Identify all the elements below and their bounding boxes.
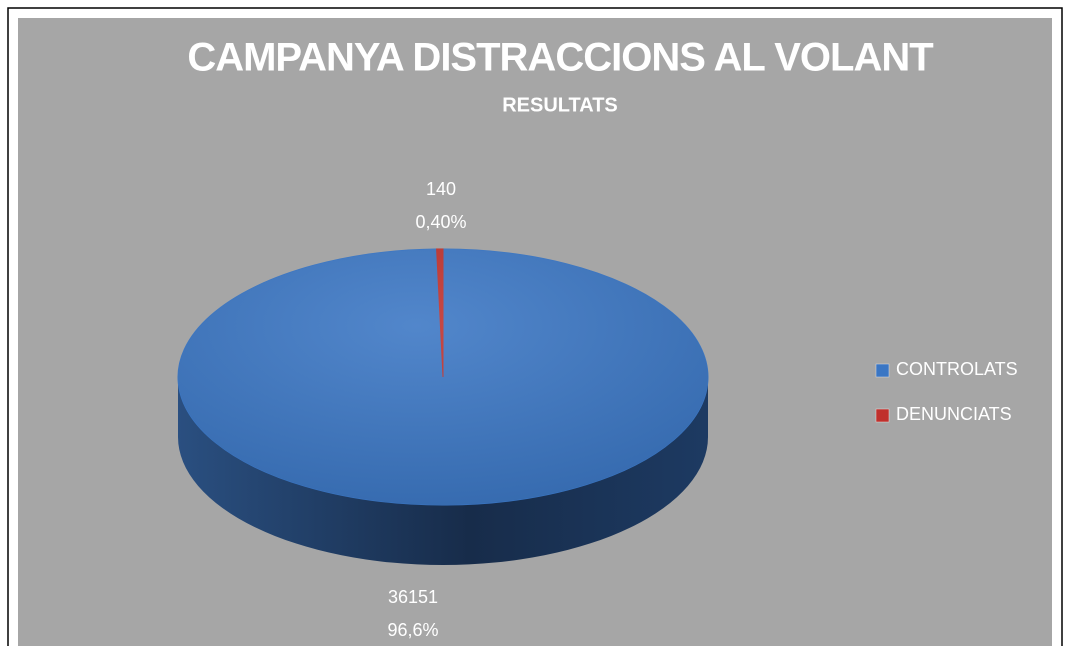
chart-subtitle: RESULTATS [502, 94, 618, 116]
legend-label: CONTROLATS [896, 359, 1018, 379]
legend-label: DENUNCIATS [896, 404, 1012, 424]
data-label-value: 36151 [388, 587, 438, 607]
chart-title: CAMPANYA DISTRACCIONS AL VOLANT [187, 36, 933, 80]
legend-swatch [875, 363, 890, 378]
data-label-percent: 96,6% [387, 620, 438, 640]
data-label-percent: 0,40% [415, 212, 466, 232]
pie-side [178, 377, 708, 565]
legend-swatch [875, 408, 890, 423]
data-label-value: 140 [426, 179, 456, 199]
